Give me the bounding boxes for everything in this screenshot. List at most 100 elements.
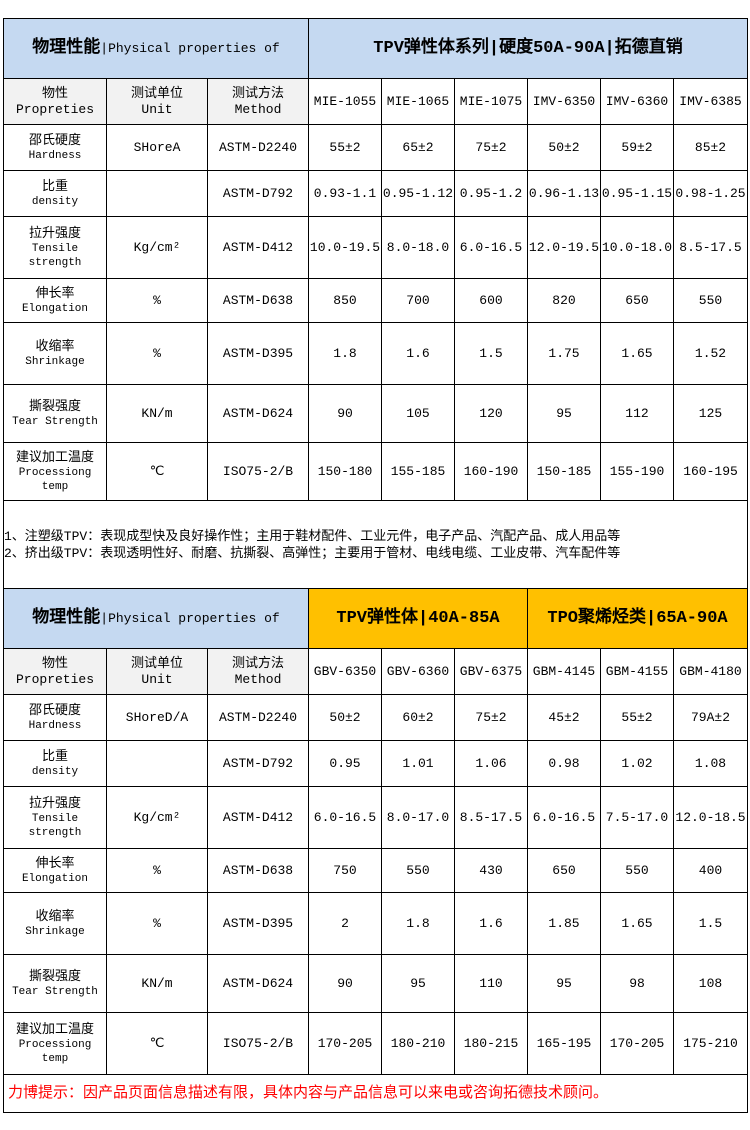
unit-cell: Kg/cm² xyxy=(106,216,208,279)
value-cell: 175-210 xyxy=(672,1012,749,1075)
value-cell: 1.5 xyxy=(672,892,749,955)
column-property-en: Propreties xyxy=(15,101,94,117)
column-property-zh: 物性 xyxy=(41,655,68,671)
value-cell: 1.75 xyxy=(527,322,601,385)
value-cell: 90 xyxy=(308,954,382,1013)
value-cell: 120 xyxy=(454,384,528,443)
column-header-row: 物性 Propreties 测试单位 Unit 测试方法 Method GBV-6350 GB… xyxy=(3,648,749,695)
table-row: 比重 density ASTM-D792 0.95 1.01 1.06 0.98 1.02 1.… xyxy=(3,740,749,787)
unit-cell: ℃ xyxy=(106,1012,208,1075)
method-cell: ASTM-D624 xyxy=(207,954,309,1013)
property-en: Shrinkage xyxy=(25,925,85,938)
column-method-en: Method xyxy=(234,101,282,117)
property-name: 拉升强度 Tensile strength xyxy=(3,786,107,849)
value-cell: 1.08 xyxy=(672,740,749,787)
method-cell: ASTM-D638 xyxy=(207,848,309,893)
property-zh: 收缩率 xyxy=(35,908,75,924)
value-cell: 400 xyxy=(672,848,749,893)
table-row: 伸长率 Elongation% ASTM-D638 750 550 430 650 550 40… xyxy=(3,848,749,893)
unit-cell xyxy=(106,740,208,787)
model-header: GBM-4180 xyxy=(672,648,749,695)
column-unit-zh: 测试单位 xyxy=(130,655,183,671)
property-name: 邵氏硬度 Hardness xyxy=(3,694,107,741)
value-cell: 12.0-18.5 xyxy=(672,786,749,849)
property-zh: 撕裂强度 xyxy=(28,968,81,984)
value-cell: 50±2 xyxy=(527,124,601,171)
value-cell: 6.0-16.5 xyxy=(308,786,382,849)
value-cell: 0.95-1.2 xyxy=(454,170,528,217)
value-cell: 90 xyxy=(308,384,382,443)
property-zh: 邵氏硬度 xyxy=(28,702,81,718)
table-row: 伸长率 Elongation% ASTM-D638 850 700 600 820 650 55… xyxy=(3,278,749,323)
value-cell: 55±2 xyxy=(308,124,382,171)
property-zh: 收缩率 xyxy=(35,338,75,354)
property-en: temp xyxy=(41,480,69,493)
column-method-zh: 测试方法 xyxy=(231,85,284,101)
value-cell: 650 xyxy=(600,278,674,323)
property-en: Elongation xyxy=(21,302,88,315)
value-cell: 1.06 xyxy=(454,740,528,787)
value-cell: 1.52 xyxy=(672,322,749,385)
model-header: IMV-6385 xyxy=(672,78,749,125)
unit-cell: ℃ xyxy=(106,442,208,501)
title-zh: 物理性能 xyxy=(32,608,101,628)
value-cell: 160-195 xyxy=(672,442,749,501)
value-cell: 108 xyxy=(672,954,749,1013)
value-cell: 0.93-1.1 xyxy=(308,170,382,217)
value-cell: 1.65 xyxy=(600,892,674,955)
value-cell: 430 xyxy=(454,848,528,893)
footer-row: 力博提示：因产品页面信息描述有限，具体内容与产品信息可以来电或咨询拓德技术顾问。 xyxy=(2,1074,749,1113)
table-row: 拉升强度 Tensile strength Kg/cm² ASTM-D412 6.0-16… xyxy=(3,786,749,849)
method-cell: ISO75-2/B xyxy=(207,1012,309,1075)
value-cell: 165-195 xyxy=(527,1012,601,1075)
model-header: GBM-4145 xyxy=(527,648,601,695)
series-title: TPV弹性体|40A-85A xyxy=(308,588,528,649)
value-cell: 0.95-1.15 xyxy=(600,170,674,217)
unit-cell: SHoreD/A xyxy=(106,694,208,741)
value-cell: 180-210 xyxy=(381,1012,455,1075)
property-name: 建议加工温度 Processiong temp xyxy=(3,1012,107,1075)
value-cell: 0.95-1.12 xyxy=(381,170,455,217)
column-header-row: 物性 Propreties 测试单位 Unit 测试方法 Method MIE-1055 MI… xyxy=(3,78,749,125)
value-cell: 170-205 xyxy=(600,1012,674,1075)
property-zh: 比重 xyxy=(41,178,68,194)
property-zh: 比重 xyxy=(41,748,68,764)
sheet-title: 物理性能|Physical properties of xyxy=(3,588,309,649)
value-cell: 170-205 xyxy=(308,1012,382,1075)
method-cell: ASTM-D412 xyxy=(207,216,309,279)
property-en: Hardness xyxy=(28,149,82,162)
unit-cell: SHoreA xyxy=(106,124,208,171)
method-cell: ASTM-D2240 xyxy=(207,124,309,171)
value-cell: 110 xyxy=(454,954,528,1013)
value-cell: 1.6 xyxy=(454,892,528,955)
property-en: Tear Strength xyxy=(12,415,98,428)
value-cell: 79A±2 xyxy=(672,694,749,741)
column-method-en: Method xyxy=(234,671,282,687)
unit-cell: % xyxy=(106,322,208,385)
property-en: temp xyxy=(41,1052,69,1065)
unit-cell: % xyxy=(106,278,208,323)
value-cell: 10.0-19.5 xyxy=(308,216,382,279)
table-row: 邵氏硬度 Hardness SHoreD/A ASTM-D2240 50±2 60±2 75… xyxy=(3,694,749,741)
model-header: IMV-6360 xyxy=(600,78,674,125)
value-cell: 155-185 xyxy=(381,442,455,501)
value-cell: 60±2 xyxy=(381,694,455,741)
property-zh: 邵氏硬度 xyxy=(28,132,81,148)
property-en: Processiong xyxy=(18,1038,92,1051)
property-zh: 伸长率 xyxy=(35,855,75,871)
property-en: Elongation xyxy=(21,872,88,885)
property-name: 收缩率 Shrinkage xyxy=(3,322,107,385)
column-property-en: Propreties xyxy=(15,671,94,687)
property-name: 伸长率 Elongation xyxy=(3,278,107,323)
property-name: 拉升强度 Tensile strength xyxy=(3,216,107,279)
property-name: 比重 density xyxy=(3,740,107,787)
value-cell: 8.0-17.0 xyxy=(381,786,455,849)
table-row: 建议加工温度 Processiong temp ℃ ISO75-2/B 170-205 18… xyxy=(3,1012,749,1075)
property-zh: 建议加工温度 xyxy=(15,1021,94,1037)
method-cell: ASTM-D2240 xyxy=(207,694,309,741)
title-zh: 物理性能 xyxy=(32,38,101,58)
value-cell: 1.6 xyxy=(381,322,455,385)
model-header: MIE-1055 xyxy=(308,78,382,125)
unit-cell: % xyxy=(106,848,208,893)
property-zh: 伸长率 xyxy=(35,285,75,301)
